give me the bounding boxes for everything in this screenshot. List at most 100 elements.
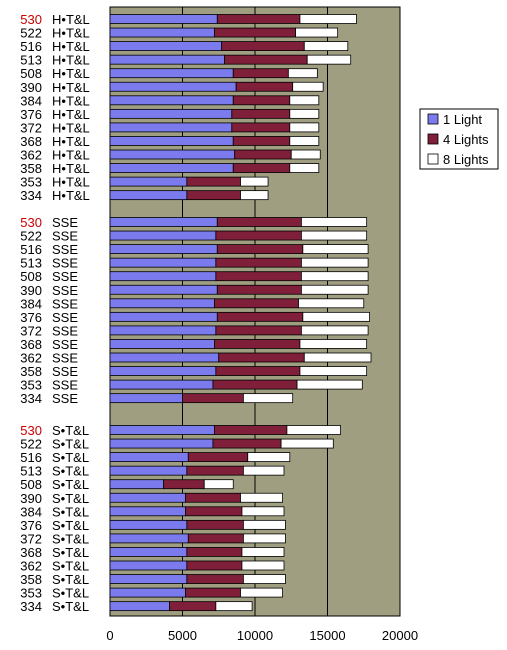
- type-label: SSE: [52, 256, 78, 271]
- model-label: 358: [20, 364, 42, 379]
- bar-segment: [109, 325, 217, 336]
- type-label: H•T&L: [52, 39, 90, 54]
- type-label: S•T&L: [52, 450, 89, 465]
- bar-segment: [242, 393, 294, 404]
- bar-segment: [187, 452, 249, 463]
- bar-segment: [109, 492, 186, 503]
- bar-segment: [109, 366, 217, 376]
- model-label: 362: [20, 351, 42, 366]
- x-axis-ticks: 0 5000 10000 15000 20000: [106, 628, 418, 643]
- bar-segment: [109, 14, 218, 24]
- legend-swatch: [427, 113, 439, 125]
- bar-segment: [109, 587, 186, 598]
- bar-segment: [109, 271, 217, 282]
- bar-segment: [109, 352, 220, 363]
- bar-segment: [303, 352, 372, 363]
- bar-segment: [216, 244, 304, 255]
- bar-segment: [109, 547, 188, 557]
- bar-segment: [300, 284, 369, 295]
- type-label: SSE: [52, 391, 78, 406]
- type-label: S•T&L: [52, 599, 89, 614]
- type-label: S•T&L: [52, 531, 89, 546]
- bar-segment: [242, 533, 286, 544]
- type-label: H•T&L: [52, 107, 90, 122]
- bar-segment: [109, 519, 188, 530]
- bar-segment: [299, 366, 368, 376]
- type-label: H•T&L: [52, 175, 90, 190]
- type-label: S•T&L: [52, 545, 89, 560]
- bar-segment: [232, 68, 289, 79]
- bar-segment: [109, 176, 188, 187]
- bar-segment: [241, 547, 285, 557]
- legend-label: 1 Light: [443, 112, 482, 127]
- model-label: 390: [20, 491, 42, 506]
- bar-segment: [240, 492, 283, 503]
- model-label: 516: [20, 39, 42, 54]
- model-label: 384: [20, 296, 42, 311]
- model-label: 390: [20, 283, 42, 298]
- bar-segment: [242, 465, 285, 476]
- model-label: 372: [20, 323, 42, 338]
- model-label: 513: [20, 464, 42, 479]
- bar-segment: [186, 560, 243, 571]
- bar-segment: [109, 122, 233, 133]
- model-label: 522: [20, 437, 42, 452]
- type-label: S•T&L: [52, 518, 89, 533]
- type-label: S•T&L: [52, 464, 89, 479]
- legend-label: 4 Lights: [443, 132, 489, 147]
- bar-segment: [109, 533, 189, 544]
- bar-segment: [186, 574, 244, 584]
- type-label: S•T&L: [52, 491, 89, 506]
- model-label: 376: [20, 518, 42, 533]
- model-label: 372: [20, 120, 42, 135]
- bar-segment: [109, 149, 236, 160]
- bar-segment: [224, 54, 308, 65]
- bar-segment: [109, 284, 218, 295]
- bar-segment: [232, 136, 291, 146]
- bar-segment: [286, 425, 341, 435]
- bar-segment: [218, 352, 305, 363]
- bar-segment: [292, 81, 324, 92]
- model-label: 358: [20, 161, 42, 176]
- bar-segment: [289, 122, 320, 133]
- type-label: H•T&L: [52, 161, 90, 176]
- type-label: H•T&L: [52, 93, 90, 108]
- type-label: S•T&L: [52, 504, 89, 519]
- model-label: 513: [20, 53, 42, 68]
- type-label: S•T&L: [52, 559, 89, 574]
- model-label: 334: [20, 188, 42, 203]
- type-label: H•T&L: [52, 148, 90, 163]
- type-label: H•T&L: [52, 188, 90, 203]
- type-label: H•T&L: [52, 53, 90, 68]
- model-label: 368: [20, 545, 42, 560]
- bar-segment: [240, 176, 269, 187]
- bar-segment: [215, 230, 302, 241]
- model-label: 368: [20, 134, 42, 149]
- x-tick-label: 20000: [382, 628, 418, 643]
- model-label: 516: [20, 450, 42, 465]
- bar-segment: [216, 284, 302, 295]
- model-label: 353: [20, 175, 42, 190]
- bar-segment: [242, 519, 286, 530]
- type-label: SSE: [52, 229, 78, 244]
- bar-segment: [290, 149, 321, 160]
- type-label: S•T&L: [52, 572, 89, 587]
- bar-segment: [241, 506, 285, 517]
- bar-segment: [216, 311, 304, 322]
- x-tick-label: 0: [106, 628, 113, 643]
- type-label: H•T&L: [52, 80, 90, 95]
- bar-segment: [184, 587, 241, 598]
- bar-segment: [232, 163, 291, 173]
- bar-segment: [242, 574, 286, 584]
- bars: [109, 14, 372, 612]
- type-label: S•T&L: [52, 477, 89, 492]
- bar-segment: [109, 27, 215, 38]
- bar-segment: [109, 452, 189, 463]
- bar-segment: [109, 68, 234, 79]
- bar-segment: [186, 465, 244, 476]
- bar-segment: [109, 506, 186, 517]
- bar-segment: [163, 479, 205, 490]
- model-label: 522: [20, 229, 42, 244]
- model-label: 530: [20, 423, 42, 438]
- bar-segment: [298, 298, 365, 309]
